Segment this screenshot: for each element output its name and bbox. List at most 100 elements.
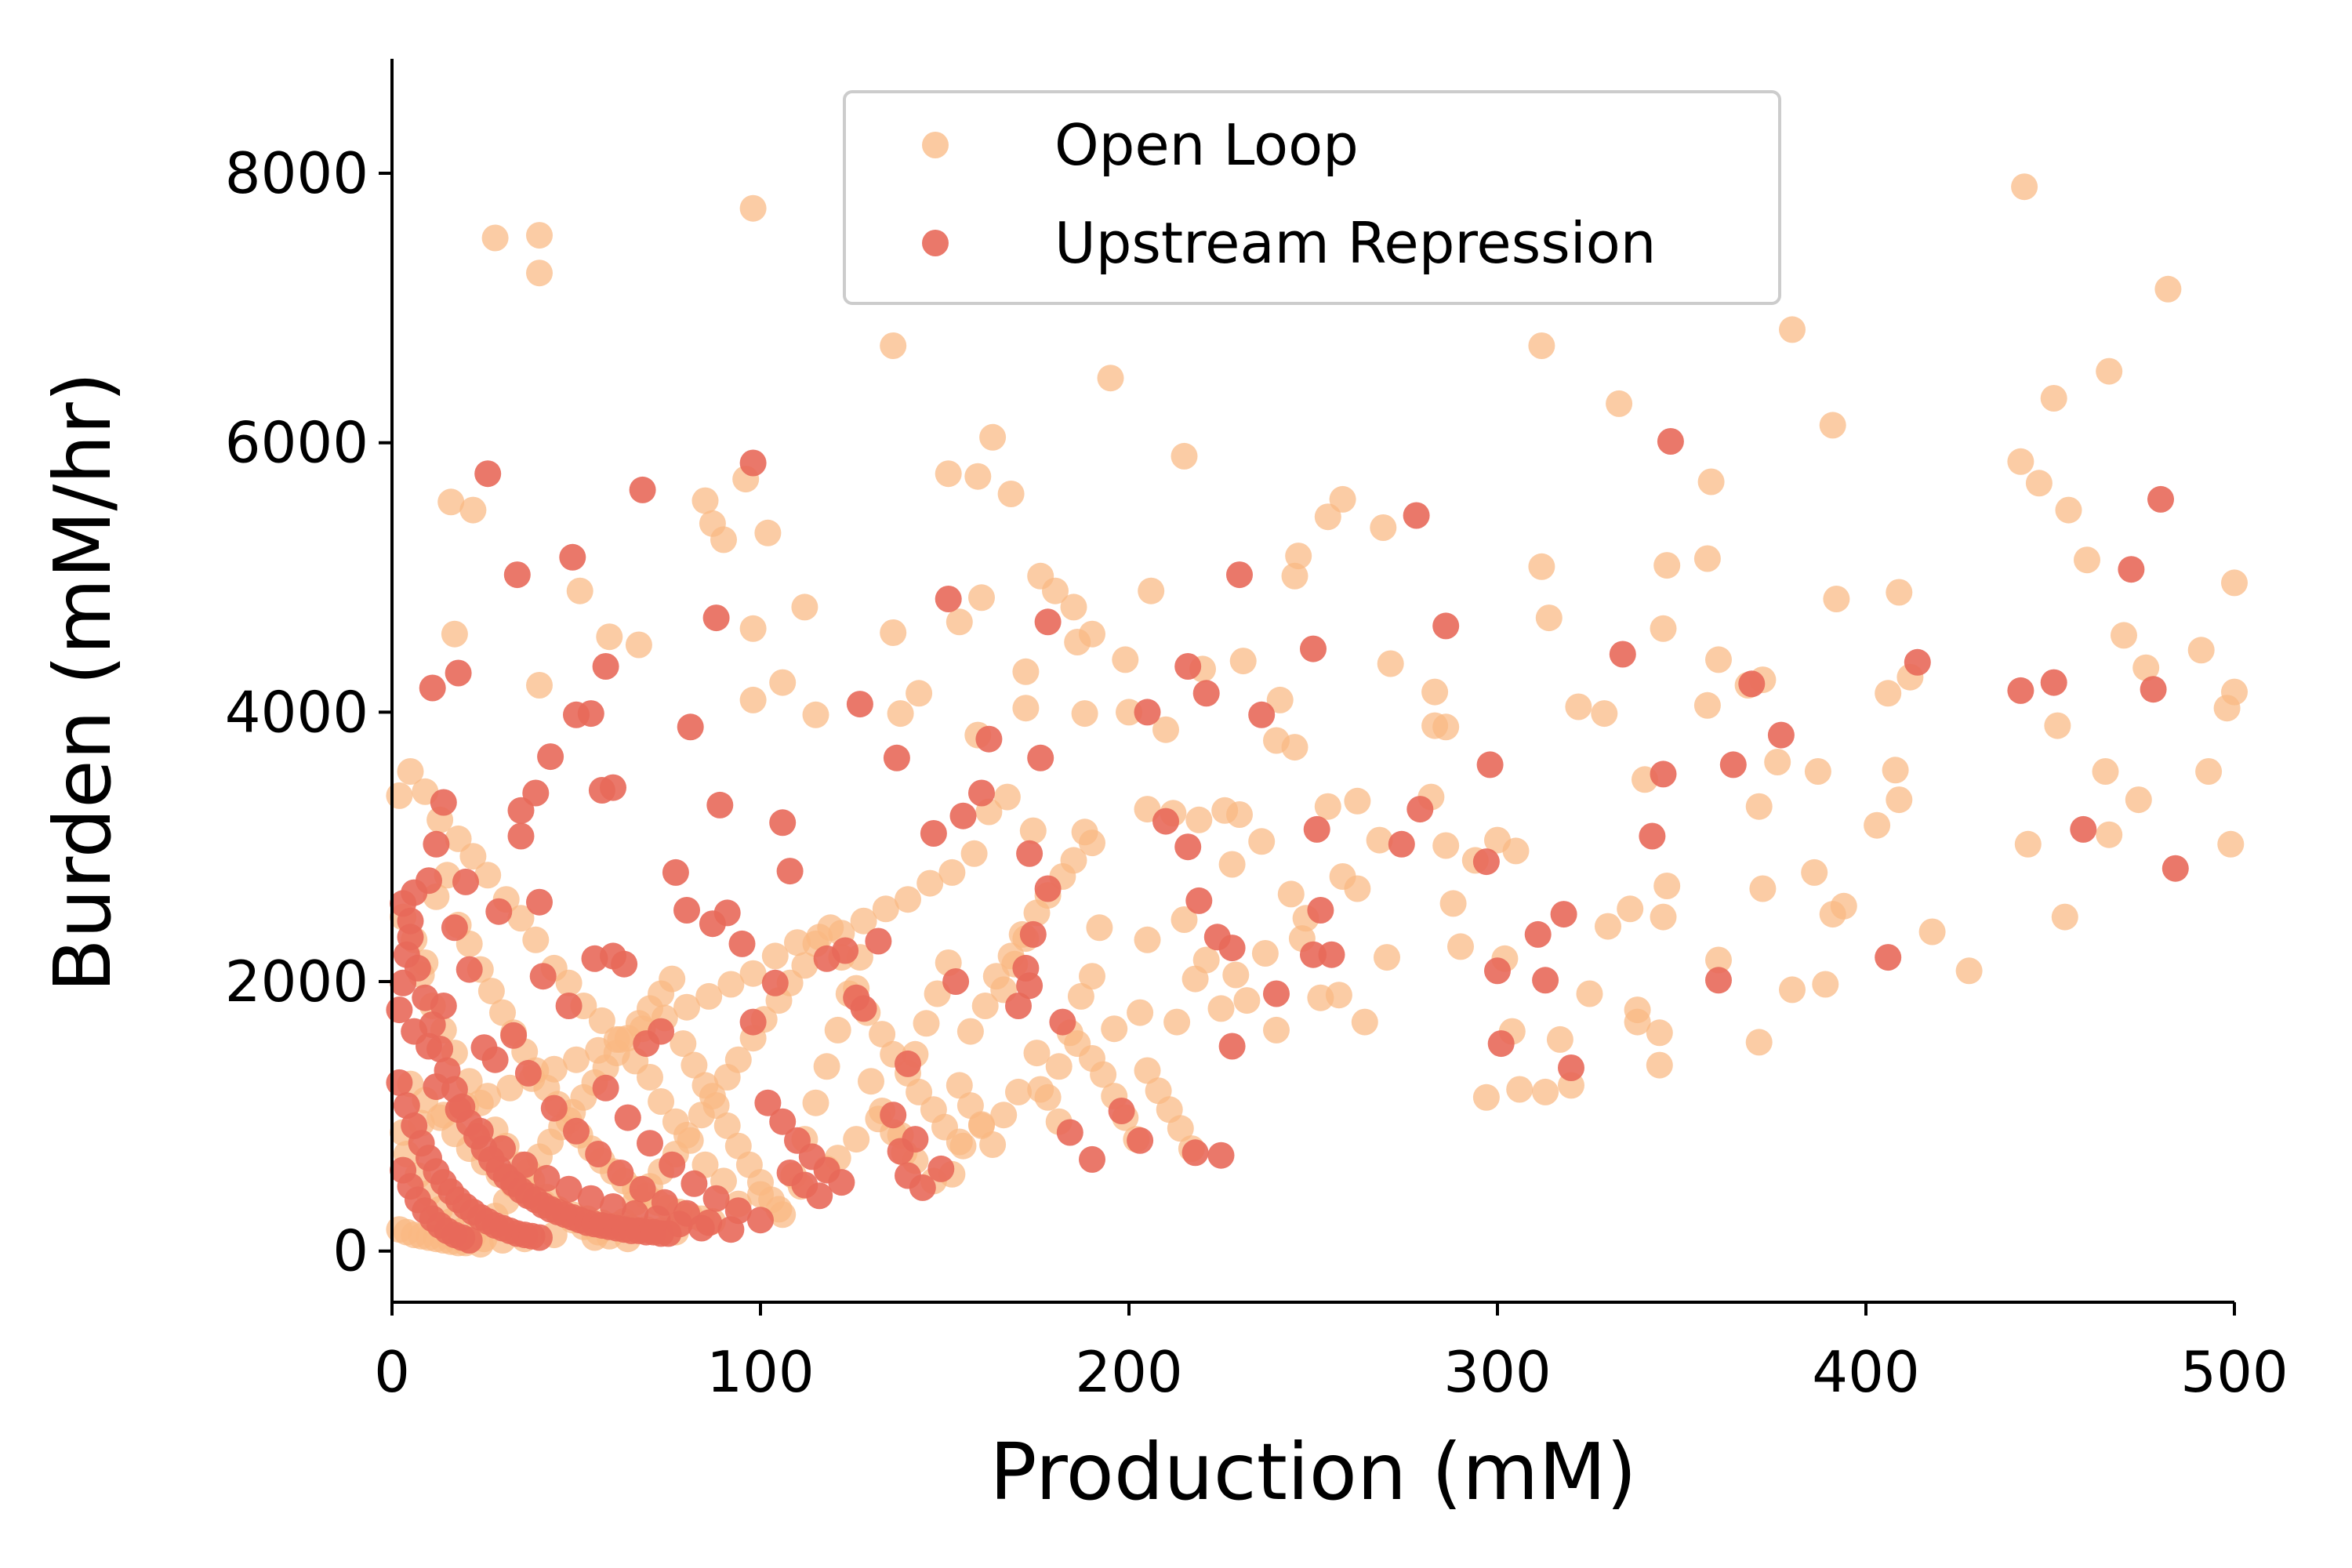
open-loop-point: [2092, 758, 2119, 785]
open-loop-point: [1222, 961, 1250, 989]
upstream-repression-point: [883, 744, 910, 771]
upstream-repression-point: [1152, 808, 1179, 835]
x-ticks: 0 100 200 300 400 500: [374, 1302, 2288, 1405]
open-loop-point: [1185, 806, 1213, 833]
open-loop-point: [1344, 875, 1371, 902]
open-loop-point: [1171, 906, 1198, 933]
open-loop-point: [1705, 646, 1732, 673]
open-loop-point: [1101, 1015, 1128, 1043]
open-loop-point: [1152, 716, 1179, 743]
upstream-repression-point: [1034, 608, 1062, 636]
open-loop-point: [2044, 712, 2071, 739]
open-loop-point: [1090, 1061, 1117, 1088]
open-loop-point: [2187, 637, 2215, 664]
upstream-repression-point: [1079, 1145, 1105, 1173]
open-loop-point: [1882, 757, 1909, 784]
upstream-repression-point: [526, 1224, 553, 1251]
upstream-repression-point: [1318, 941, 1345, 968]
legend-box: [843, 90, 1781, 305]
open-loop-point: [1012, 658, 1040, 685]
upstream-repression-point: [592, 653, 619, 680]
open-loop-point: [713, 1112, 741, 1139]
upstream-repression-point: [1027, 744, 1054, 771]
open-loop-point: [761, 942, 789, 970]
upstream-repression-point: [452, 868, 479, 895]
open-loop-point: [526, 222, 553, 249]
open-loop-point: [441, 620, 468, 648]
upstream-repression-point: [456, 1227, 483, 1254]
upstream-repression-point: [828, 1169, 855, 1196]
upstream-repression-point: [949, 802, 977, 829]
upstream-repression-point: [724, 1197, 752, 1225]
y-ticks: 0 2000 4000 6000 8000: [225, 140, 392, 1284]
upstream-repression-point: [1476, 751, 1504, 779]
open-loop-point: [1097, 365, 1124, 392]
upstream-repression-point: [769, 1108, 797, 1135]
open-loop-point: [1693, 691, 1721, 719]
open-loop-point: [968, 584, 995, 612]
upstream-repression-point: [1263, 980, 1290, 1007]
open-loop-point: [858, 1068, 884, 1095]
upstream-repression-point: [662, 858, 689, 886]
open-loop-point: [791, 952, 818, 979]
open-loop-point: [1528, 553, 1555, 580]
upstream-repression-point: [1218, 1033, 1246, 1060]
open-loop-point: [496, 1074, 524, 1102]
upstream-repression-point: [529, 963, 557, 990]
upstream-repression-point: [1406, 796, 1434, 823]
upstream-repression-point: [404, 954, 431, 982]
upstream-repression-point: [419, 674, 446, 702]
upstream-repression-point: [850, 995, 877, 1022]
open-loop-point: [1606, 390, 1633, 417]
upstream-repression-point: [526, 888, 553, 916]
y-tick-label: 0: [332, 1218, 368, 1284]
open-loop-point: [717, 971, 745, 998]
open-loop-point: [1023, 1040, 1051, 1067]
open-loop-point: [681, 1051, 708, 1079]
upstream-repression-point: [761, 969, 789, 996]
upstream-repression-point: [1218, 935, 1246, 962]
open-loop-point: [596, 623, 623, 651]
y-tick-label: 6000: [225, 410, 368, 476]
open-loop-point: [691, 1072, 719, 1099]
upstream-repression-point: [489, 1135, 516, 1163]
upstream-repression-point: [909, 1174, 936, 1201]
upstream-repression-point: [713, 899, 741, 927]
open-loop-point: [2154, 275, 2182, 303]
open-loop-point: [1819, 412, 1846, 439]
y-tick-label: 4000: [225, 679, 368, 745]
open-loop-point: [964, 463, 992, 490]
upstream-repression-point: [776, 858, 804, 885]
upstream-repression-point: [507, 797, 535, 824]
upstream-repression-point: [1639, 822, 1666, 850]
open-loop-point: [935, 460, 962, 488]
upstream-repression-point: [1738, 670, 1766, 698]
upstream-repression-point: [935, 586, 962, 612]
upstream-repression-point: [555, 993, 583, 1019]
open-loop-point: [1366, 826, 1393, 854]
open-loop-point: [1012, 695, 1040, 722]
open-loop-point: [1565, 693, 1592, 720]
upstream-repression-point: [1049, 1008, 1076, 1036]
open-loop-point: [1576, 980, 1603, 1007]
open-loop-point: [2195, 758, 2223, 785]
open-loop-point: [1233, 987, 1261, 1014]
open-loop-point: [2055, 496, 2082, 524]
open-loop-point: [2040, 385, 2067, 412]
open-loop-point: [784, 929, 811, 956]
open-loop-point: [702, 1092, 730, 1120]
open-loop-point: [979, 1131, 1007, 1158]
open-loop-point: [2096, 358, 2123, 385]
upstream-repression-point: [511, 1151, 539, 1178]
upstream-repression-point: [747, 1207, 774, 1234]
open-loop-point: [1506, 1076, 1534, 1103]
open-loop-point: [2111, 622, 2137, 649]
upstream-repression-point: [514, 1059, 542, 1087]
upstream-repression-point: [1705, 967, 1732, 994]
open-loop-point: [1439, 890, 1467, 917]
open-loop-point: [1138, 577, 1165, 604]
open-loop-point: [1344, 787, 1371, 815]
open-loop-point: [695, 982, 723, 1010]
open-loop-point: [769, 1201, 797, 1229]
upstream-repression-point: [393, 1092, 420, 1120]
